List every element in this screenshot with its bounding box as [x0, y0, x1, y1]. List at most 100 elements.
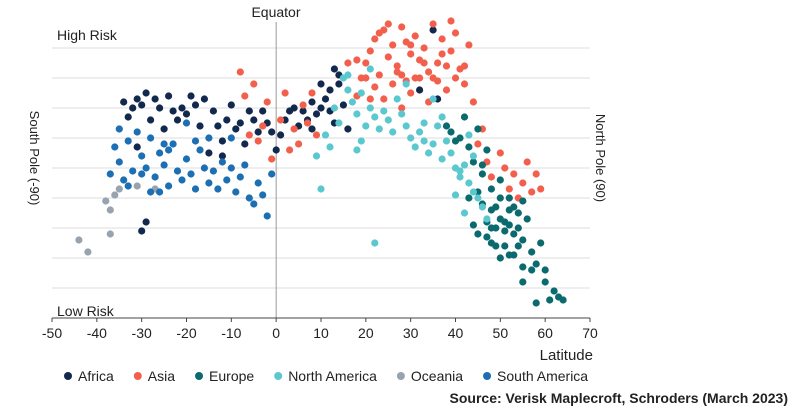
data-point [447, 17, 455, 25]
data-point [550, 287, 558, 295]
data-point [156, 149, 164, 157]
data-point [236, 119, 244, 127]
data-point [393, 62, 401, 70]
data-point [205, 134, 213, 142]
data-point [434, 59, 442, 67]
data-point [420, 137, 428, 145]
data-point [496, 254, 504, 262]
data-point [474, 230, 482, 238]
data-point [218, 158, 226, 166]
data-point [178, 104, 186, 112]
x-tick-label: 10 [313, 325, 329, 341]
data-point [250, 80, 258, 88]
data-point [321, 95, 330, 103]
x-tick-label: -20 [176, 325, 196, 341]
data-point [438, 50, 446, 58]
data-point [142, 89, 150, 97]
north-pole-label: North Pole (90) [593, 114, 608, 202]
data-point [371, 83, 379, 91]
data-point [142, 218, 150, 226]
data-point [344, 125, 352, 133]
x-tick-label: 70 [582, 325, 598, 341]
data-point [532, 299, 540, 307]
data-point [160, 125, 168, 133]
x-tick-label: -50 [42, 325, 62, 341]
data-point [133, 182, 141, 190]
data-point [546, 296, 554, 304]
data-point [209, 167, 217, 175]
data-point [407, 134, 415, 142]
data-point [290, 125, 298, 133]
data-point [487, 185, 495, 193]
data-point [357, 89, 365, 97]
data-point [523, 215, 531, 223]
data-point [442, 62, 451, 70]
data-point [460, 209, 469, 217]
data-point [182, 119, 191, 127]
data-point [357, 137, 365, 145]
data-point [362, 74, 370, 82]
data-point [245, 107, 253, 115]
data-point [407, 41, 415, 49]
data-point [75, 236, 83, 244]
data-point [366, 65, 374, 73]
data-point [402, 122, 410, 130]
data-point [227, 101, 235, 109]
data-point [115, 125, 123, 133]
data-point [429, 20, 437, 28]
data-point [505, 206, 513, 214]
low-risk-label: Low Risk [57, 303, 115, 319]
data-point [523, 158, 531, 166]
data-point [268, 155, 276, 163]
legend-label: Oceania [411, 368, 463, 384]
data-point [469, 158, 477, 166]
data-point [519, 278, 527, 286]
data-point [290, 104, 298, 112]
x-tick-label: 40 [448, 325, 464, 341]
data-point [308, 89, 316, 97]
data-point [474, 125, 482, 133]
data-point [138, 227, 146, 235]
data-point [496, 176, 504, 184]
data-point [353, 56, 361, 64]
data-point [411, 74, 419, 82]
data-point [353, 110, 361, 118]
series-asia [236, 17, 545, 202]
data-point [236, 173, 244, 181]
data-point [142, 164, 150, 172]
data-point [223, 116, 231, 124]
data-point [133, 95, 141, 103]
data-point [460, 80, 469, 88]
data-point [514, 242, 522, 250]
data-point [465, 194, 473, 202]
data-point [442, 137, 451, 145]
data-point [371, 35, 379, 43]
data-point [514, 224, 522, 232]
x-tick-label: 20 [358, 325, 374, 341]
data-point [218, 152, 226, 160]
legend-swatch [483, 372, 492, 380]
data-point [384, 20, 392, 28]
data-point [165, 146, 173, 154]
data-point [173, 116, 182, 124]
data-point [398, 23, 406, 31]
x-axis-title: Latitude [540, 347, 593, 364]
data-point [559, 296, 567, 304]
data-point [223, 176, 231, 184]
data-point [366, 47, 374, 55]
data-point [398, 110, 406, 118]
data-point [465, 179, 473, 187]
data-point [532, 260, 540, 268]
data-point [510, 251, 518, 259]
data-point [456, 173, 464, 181]
data-point [241, 161, 249, 169]
data-point [532, 170, 540, 178]
x-tick-label: 0 [272, 325, 280, 341]
data-point [120, 98, 128, 106]
data-point [259, 191, 267, 199]
series-oceania [75, 182, 159, 256]
legend: Africa Asia Europe North America Oceania Sout… [64, 368, 588, 384]
data-point [335, 80, 343, 88]
legend-swatch [133, 372, 142, 380]
data-point [277, 131, 285, 139]
